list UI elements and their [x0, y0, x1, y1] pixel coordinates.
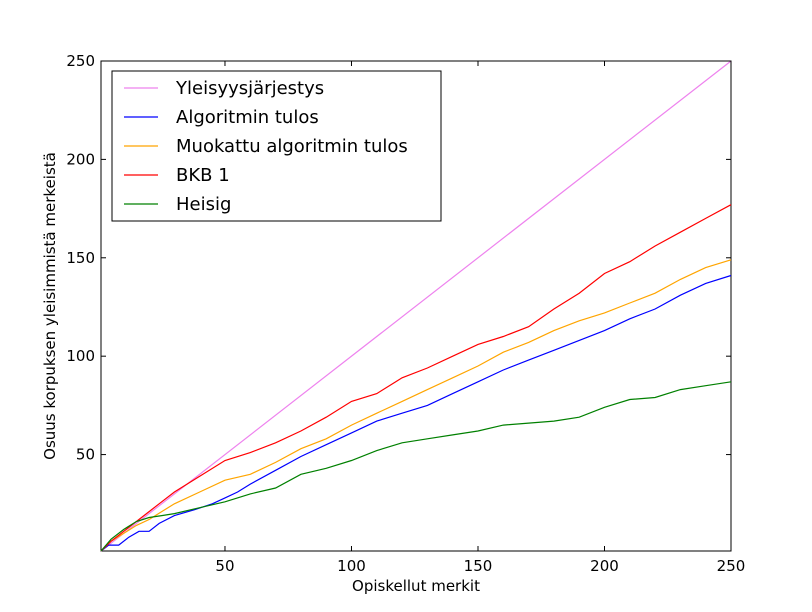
series-line-3 [100, 259, 732, 552]
y-tick-label: 150 [66, 249, 95, 267]
legend-label-4: BKB 1 [176, 165, 230, 186]
x-axis-label: Opiskellut merkit [352, 577, 480, 595]
y-tick-label: 250 [66, 52, 95, 70]
legend-box [111, 70, 442, 222]
legend-label-1: Yleisyysjärjestys [175, 78, 324, 99]
x-tick-label: 250 [717, 557, 746, 575]
legend-label-5: Heisig [176, 194, 231, 215]
x-tick-label: 200 [590, 557, 619, 575]
legend: Yleisyysjärjestys Algoritmin tulos Muokatt… [111, 70, 442, 222]
series-line-4 [100, 204, 732, 552]
y-tick-label: 100 [66, 347, 95, 365]
x-tick-label: 50 [215, 557, 234, 575]
x-tick-label: 150 [464, 557, 493, 575]
y-tick-label: 200 [66, 150, 95, 168]
y-tick-label: 50 [76, 446, 95, 464]
legend-label-2: Algoritmin tulos [176, 107, 319, 128]
series-lines [100, 60, 732, 552]
legend-label-3: Muokattu algoritmin tulos [176, 136, 408, 157]
x-tick-label: 100 [337, 557, 366, 575]
series-line-2 [100, 274, 732, 552]
series-line-1 [100, 60, 732, 552]
axis-ticks: 50 100 150 200 250 50 100 150 200 250 [66, 52, 745, 575]
series-line-5 [100, 381, 732, 552]
y-axis-label: Osuus korpuksen yleisimmistä merkeistä [41, 152, 59, 460]
